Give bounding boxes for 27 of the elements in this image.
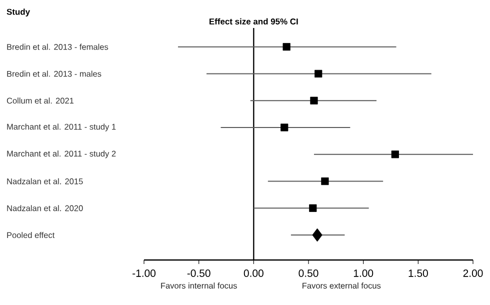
text: Study — [6, 8, 30, 16]
y-tick-label: Bredin et al. 2013 - males — [7, 70, 102, 77]
y-tick-label: Marchant et al. 2011 - study 1 — [7, 124, 116, 132]
y-tick-label: Nadzalan et al. 2015 — [7, 178, 83, 184]
point — [309, 204, 317, 212]
point — [391, 150, 399, 158]
chart-title: Effect size and 95% CI — [210, 18, 298, 24]
text: Favors internal focus — [161, 282, 237, 289]
point — [310, 96, 318, 104]
y-tick-label: Pooled effect — [7, 232, 55, 238]
point — [314, 70, 322, 78]
y-tick-label: Nadzalan et al. 2020 — [7, 205, 83, 212]
x-tick-label: 1.00 — [354, 270, 374, 277]
y-tick-label: Marchant et al. 2011 - study 2 — [7, 150, 116, 158]
x-tick-label: 0.00 — [244, 270, 264, 277]
x-tick-label: -0.50 — [187, 270, 210, 277]
point — [280, 124, 288, 132]
y-tick-label: Bredin et al. 2013 - females — [7, 44, 108, 50]
point — [282, 43, 290, 51]
x-tick-label: -1.00 — [132, 270, 156, 277]
x-tick-label: 2.00 — [463, 270, 483, 277]
point — [321, 177, 329, 186]
x-tick-label: 0.50 — [298, 270, 318, 277]
text: Favors external focus — [302, 282, 381, 289]
point — [312, 228, 322, 242]
y-tick-label: Collum et al. 2021 — [6, 98, 74, 104]
x-tick-label: 1.50 — [408, 270, 428, 277]
